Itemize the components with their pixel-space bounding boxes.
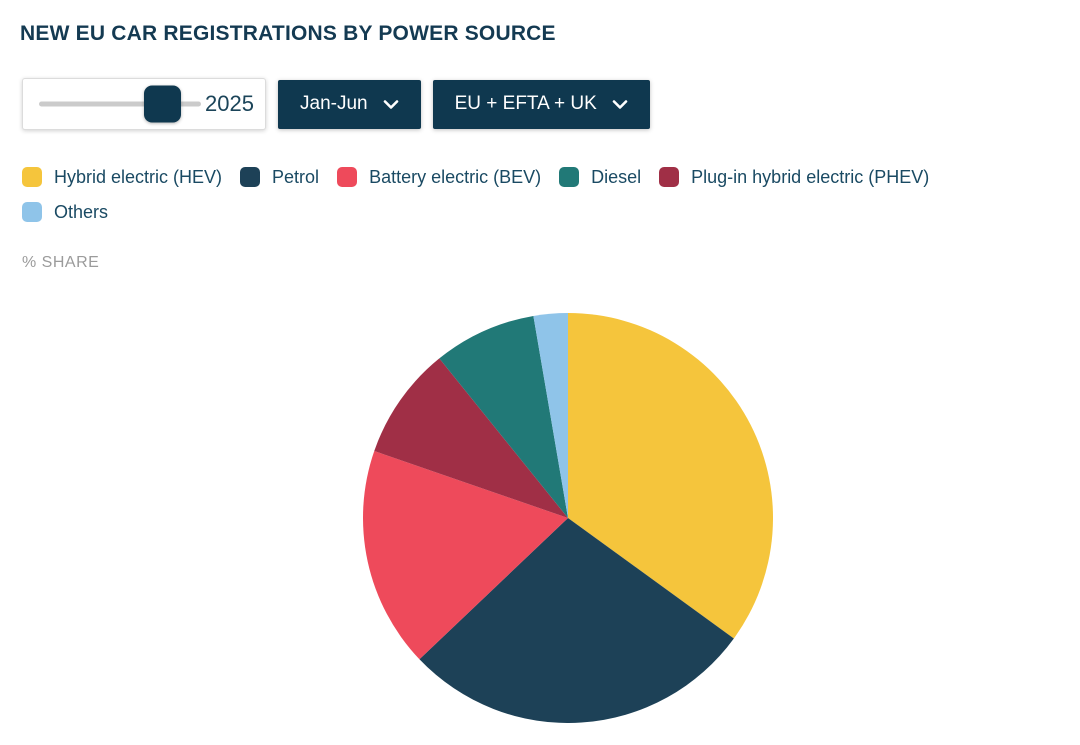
legend-item-others[interactable]: Others xyxy=(22,201,108,223)
pie-chart-svg xyxy=(363,313,773,723)
legend-row: Others xyxy=(22,201,1067,223)
legend-swatch xyxy=(337,167,358,187)
legend-swatch xyxy=(240,167,261,187)
legend-item-diesel[interactable]: Diesel xyxy=(559,166,641,188)
region-dropdown[interactable]: EU + EFTA + UK xyxy=(432,79,650,129)
pie-chart[interactable] xyxy=(363,313,773,723)
page-title: NEW EU CAR REGISTRATIONS BY POWER SOURCE xyxy=(20,22,556,45)
period-dropdown-label: Jan-Jun xyxy=(300,93,368,114)
legend-row: Hybrid electric (HEV) Petrol Battery ele… xyxy=(22,166,1067,188)
axis-unit-label: % SHARE xyxy=(22,254,100,271)
legend-item-label: Plug-in hybrid electric (PHEV) xyxy=(691,167,930,187)
pie-slice-others[interactable] xyxy=(533,313,568,518)
period-dropdown[interactable]: Jan-Jun xyxy=(278,79,421,129)
legend-swatch xyxy=(22,167,42,187)
legend-item-label: Hybrid electric (HEV) xyxy=(54,167,223,187)
year-slider-thumb[interactable] xyxy=(144,85,181,123)
legend-item-label: Battery electric (BEV) xyxy=(369,167,542,187)
legend-item-phev[interactable]: Plug-in hybrid electric (PHEV) xyxy=(659,166,929,188)
legend-swatch xyxy=(22,202,42,222)
year-slider-track[interactable] xyxy=(39,101,201,107)
region-dropdown-label: EU + EFTA + UK xyxy=(454,93,597,114)
pie-slice-battery-electric-bev[interactable] xyxy=(363,450,568,660)
legend: Hybrid electric (HEV) Petrol Battery ele… xyxy=(22,166,1067,223)
pie-slice-plug-in-hybrid-electric-phev[interactable] xyxy=(374,358,568,518)
chevron-down-icon xyxy=(612,94,628,116)
legend-item-petrol[interactable]: Petrol xyxy=(240,166,319,188)
legend-item-bev[interactable]: Battery electric (BEV) xyxy=(337,166,541,188)
legend-item-label: Others xyxy=(54,202,109,222)
pie-slice-hybrid-electric-hev[interactable] xyxy=(568,313,773,639)
legend-item-label: Diesel xyxy=(591,167,642,187)
legend-swatch xyxy=(659,167,680,187)
legend-item-label: Petrol xyxy=(272,167,320,187)
controls-row: 2025 Jan-Jun EU + EFTA + UK xyxy=(22,78,650,130)
year-slider[interactable]: 2025 xyxy=(22,78,266,130)
pie-slice-diesel[interactable] xyxy=(439,315,568,518)
chevron-down-icon xyxy=(383,94,399,116)
legend-swatch xyxy=(559,167,580,187)
legend-item-hev[interactable]: Hybrid electric (HEV) xyxy=(22,166,222,188)
year-value: 2025 xyxy=(205,91,254,116)
pie-slice-petrol[interactable] xyxy=(419,518,734,723)
